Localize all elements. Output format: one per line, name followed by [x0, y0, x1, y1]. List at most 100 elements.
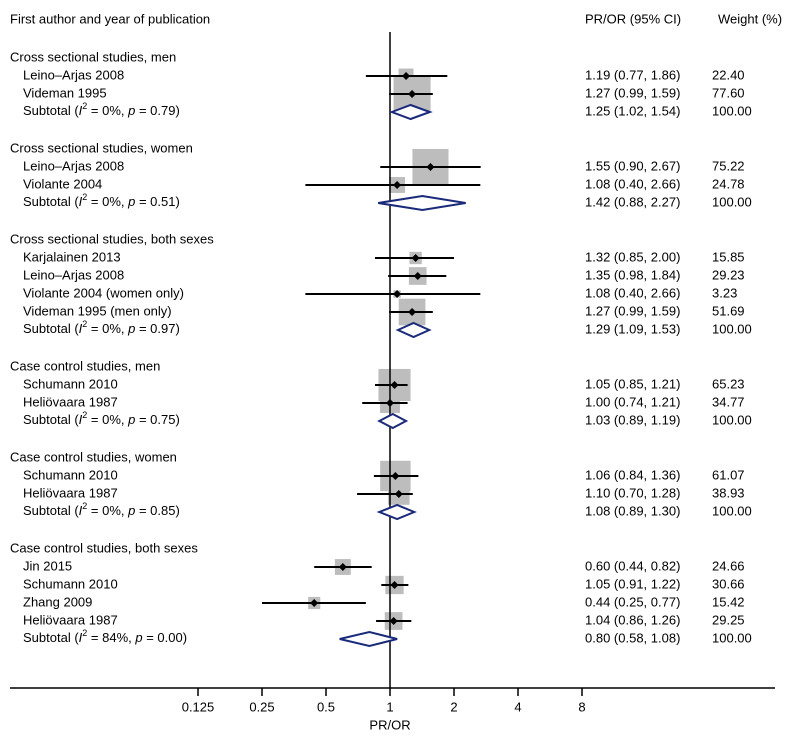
study-weight-text: 34.77 [712, 394, 745, 409]
study-estimate-text: 1.08 (0.40, 2.66) [585, 176, 680, 191]
i2-superscript: 2 [82, 628, 87, 638]
column-header-weight: Weight (%) [718, 11, 782, 26]
i2-value: = 0%, [87, 194, 128, 209]
p-symbol: p [127, 503, 135, 518]
subtotal-weight-text: 100.00 [712, 630, 752, 645]
study-estimate-text: 1.27 (0.99, 1.59) [585, 303, 680, 318]
p-value: = 0.97) [135, 321, 179, 336]
point-estimate-marker [393, 290, 402, 298]
subtotal-diamond [395, 321, 432, 339]
study-label: Heliövaara 1987 [23, 485, 118, 500]
study-weight-text: 3.23 [712, 285, 737, 300]
subtotal-prefix: Subtotal ( [23, 194, 79, 209]
column-header-estimate: PR/OR (95% CI) [585, 11, 681, 26]
group-title: Cross sectional studies, both sexes [10, 231, 214, 246]
study-estimate-text: 1.08 (0.40, 2.66) [585, 285, 680, 300]
i2-value: = 0%, [87, 321, 128, 336]
study-estimate-text: 1.05 (0.91, 1.22) [585, 576, 680, 591]
i2-value: = 0%, [87, 103, 128, 118]
p-value: = 0.00) [143, 630, 187, 645]
study-estimate-text: 1.05 (0.85, 1.21) [585, 376, 680, 391]
study-estimate-text: 1.04 (0.86, 1.26) [585, 612, 680, 627]
study-weight-text: 75.22 [712, 158, 745, 173]
point-estimate-marker [389, 617, 398, 625]
p-symbol: p [127, 412, 135, 427]
study-estimate-text: 1.35 (0.98, 1.84) [585, 267, 680, 282]
i2-symbol: I [79, 103, 83, 118]
i2-value: = 0%, [87, 412, 128, 427]
x-tick-label: 1 [386, 699, 393, 714]
subtotal-diamond [376, 503, 417, 521]
study-label: Schumann 2010 [23, 467, 118, 482]
study-label: Leino–Arjas 2008 [23, 67, 124, 82]
study-estimate-text: 1.19 (0.77, 1.86) [585, 67, 680, 82]
study-weight-text: 29.25 [712, 612, 745, 627]
subtotal-label: Subtotal (I2 = 0%, p = 0.85) [23, 501, 180, 518]
point-estimate-marker [408, 308, 417, 316]
p-value: = 0.51) [135, 194, 179, 209]
point-estimate-marker [390, 381, 399, 389]
i2-superscript: 2 [82, 101, 87, 111]
subtotal-estimate-text: 0.80 (0.58, 1.08) [585, 630, 680, 645]
x-tick-label: 2 [450, 699, 457, 714]
study-label: Karjalainen 2013 [23, 249, 121, 264]
subtotal-prefix: Subtotal ( [23, 321, 79, 336]
subtotal-estimate-text: 1.42 (0.88, 2.27) [585, 194, 680, 209]
weight-boxes-layer [308, 68, 449, 630]
i2-superscript: 2 [82, 192, 87, 202]
subtotal-label: Subtotal (I2 = 0%, p = 0.79) [23, 101, 180, 118]
subtotal-diamond [339, 630, 398, 648]
study-label: Violante 2004 (women only) [23, 285, 184, 300]
study-label: Leino–Arjas 2008 [23, 267, 124, 282]
study-weight-text: 24.66 [712, 558, 745, 573]
point-estimate-marker [402, 72, 411, 80]
subtotal-estimate-text: 1.29 (1.09, 1.53) [585, 321, 680, 336]
point-estimate-marker [411, 254, 420, 262]
subtotal-weight-text: 100.00 [712, 412, 752, 427]
study-label: Schumann 2010 [23, 576, 118, 591]
i2-symbol: I [79, 194, 83, 209]
i2-symbol: I [79, 412, 83, 427]
study-estimate-text: 1.06 (0.84, 1.36) [585, 467, 680, 482]
i2-value: = 0%, [87, 503, 128, 518]
x-tick-label: 8 [578, 699, 585, 714]
study-estimate-text: 1.32 (0.85, 2.00) [585, 249, 680, 264]
study-estimate-text: 0.44 (0.25, 0.77) [585, 594, 680, 609]
i2-symbol: I [79, 503, 83, 518]
subtotal-label: Subtotal (I2 = 0%, p = 0.75) [23, 410, 180, 427]
x-axis-label: PR/OR [369, 717, 410, 732]
group-title: Case control studies, women [10, 449, 177, 464]
p-value: = 0.75) [135, 412, 179, 427]
group-title: Case control studies, men [10, 358, 160, 373]
subtotal-diamond [388, 103, 433, 121]
point-estimate-marker [390, 581, 399, 589]
subtotal-weight-text: 100.00 [712, 194, 752, 209]
p-value: = 0.79) [135, 103, 179, 118]
column-header-study: First author and year of publication [10, 11, 210, 26]
p-symbol: p [134, 630, 142, 645]
x-tick-label: 0.5 [317, 699, 335, 714]
subtotal-estimate-text: 1.03 (0.89, 1.19) [585, 412, 680, 427]
study-weight-text: 30.66 [712, 576, 745, 591]
i2-symbol: I [79, 630, 83, 645]
text-layer: First author and year of publication PR/O… [10, 11, 782, 732]
subtotal-label: Subtotal (I2 = 0%, p = 0.97) [23, 319, 180, 336]
subtotal-weight-text: 100.00 [712, 321, 752, 336]
study-weight-text: 29.23 [712, 267, 745, 282]
point-estimate-marker [393, 181, 402, 189]
study-estimate-text: 1.27 (0.99, 1.59) [585, 85, 680, 100]
study-label: Videman 1995 (men only) [23, 303, 172, 318]
point-estimate-marker [386, 399, 394, 407]
x-tick-label: 4 [514, 699, 521, 714]
study-weight-text: 61.07 [712, 467, 745, 482]
study-estimate-text: 1.00 (0.74, 1.21) [585, 394, 680, 409]
subtotal-prefix: Subtotal ( [23, 412, 79, 427]
study-estimate-text: 0.60 (0.44, 0.82) [585, 558, 680, 573]
p-symbol: p [127, 321, 135, 336]
ci-lines-layer [262, 72, 481, 648]
p-symbol: p [127, 194, 135, 209]
study-weight-text: 24.78 [712, 176, 745, 191]
study-label: Jin 2015 [23, 558, 72, 573]
p-value: = 0.85) [135, 503, 179, 518]
